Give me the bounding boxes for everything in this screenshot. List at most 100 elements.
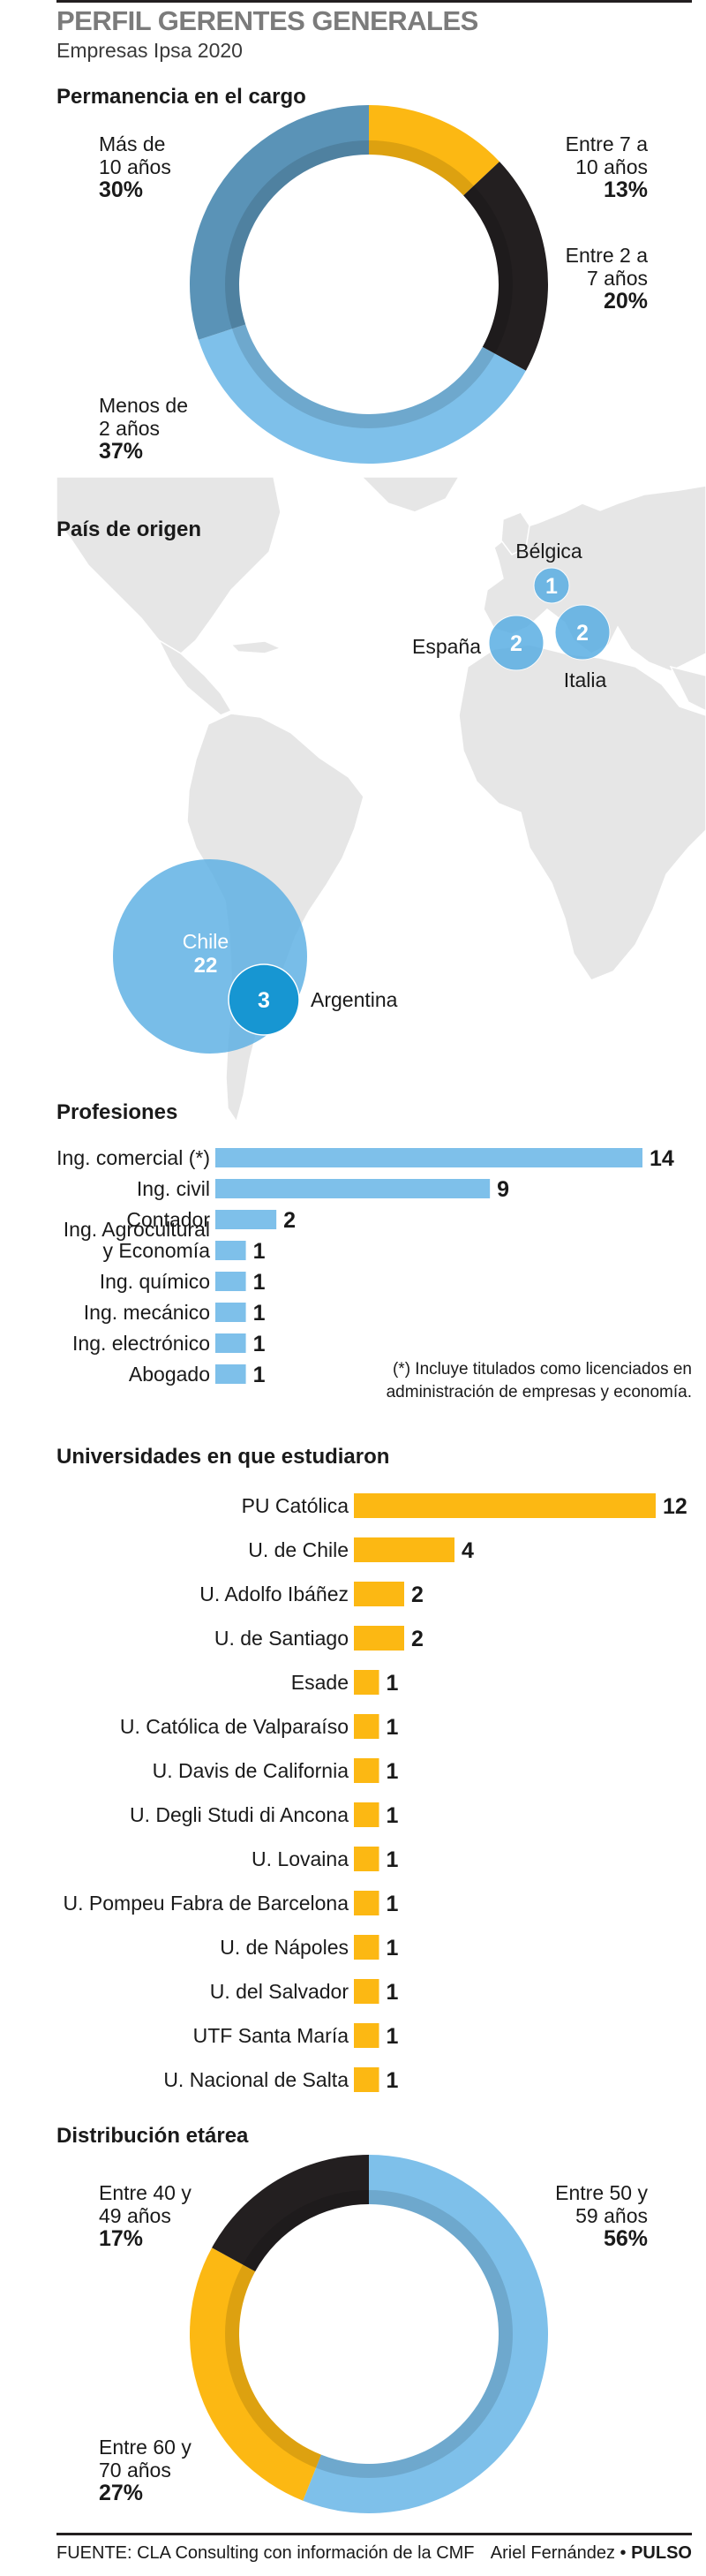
label-entre-40-49: Entre 40 y 49 años 17% xyxy=(99,2181,192,2251)
label-belgica: Bélgica xyxy=(515,540,582,563)
label-entre-50-59: Entre 50 y 59 años 56% xyxy=(555,2181,648,2251)
label-mas-10: Más de 10 años 30% xyxy=(99,132,171,202)
profesiones-bar-1 xyxy=(215,1179,491,1198)
bar-chart-profesiones: Ing. comercial (*) 14 Ing. civil 9 Contador 2… xyxy=(56,1146,674,1387)
universidades-label-9: U. Pompeu Fabra de Barcelona xyxy=(64,1892,349,1915)
svg-text:2: 2 xyxy=(576,621,589,646)
label-entre-7-10: Entre 7 a 10 años 13% xyxy=(565,132,648,202)
edad-slice-1 xyxy=(190,2247,321,2501)
profesiones-label-7: Abogado xyxy=(129,1363,210,1386)
land-arabia xyxy=(669,665,706,712)
universidades-bar-0 xyxy=(354,1493,656,1518)
universidades-label-11: U. del Salvador xyxy=(210,1980,349,2003)
profesiones-label-0: Ing. comercial (*) xyxy=(56,1146,210,1169)
universidades-bar-1 xyxy=(354,1537,454,1562)
label-italia: Italia xyxy=(564,669,607,691)
universidades-bar-7 xyxy=(354,1802,379,1827)
universidades-value-12: 1 xyxy=(387,2024,399,2049)
profesiones-label-5: Ing. mecánico xyxy=(84,1301,210,1324)
universidades-bar-11 xyxy=(354,1979,379,2004)
profesiones-bar-7 xyxy=(215,1364,246,1384)
svg-text:3: 3 xyxy=(258,988,270,1013)
land-uk xyxy=(500,511,530,555)
universidades-value-6: 1 xyxy=(387,1759,399,1784)
universidades-value-11: 1 xyxy=(387,1980,399,2005)
universidades-bar-5 xyxy=(354,1714,379,1739)
land-central-america xyxy=(157,638,233,716)
profesiones-value-5: 1 xyxy=(253,1301,266,1326)
universidades-value-8: 1 xyxy=(387,1847,399,1872)
profesiones-bar-5 xyxy=(215,1303,246,1322)
bubble-argentina: 3 xyxy=(228,963,300,1036)
profesiones-bar-6 xyxy=(215,1333,246,1353)
bubble-espana: 2 xyxy=(488,615,545,671)
universidades-label-2: U. Adolfo Ibáñez xyxy=(199,1583,349,1605)
permanencia-slice-3 xyxy=(190,105,369,340)
label-entre-60-70: Entre 60 y 70 años 27% xyxy=(99,2436,192,2505)
author-credit: Ariel Fernández • PULSO xyxy=(490,2543,692,2563)
permanencia-slice-0 xyxy=(369,105,499,196)
universidades-value-2: 2 xyxy=(411,1583,424,1607)
svg-text:2: 2 xyxy=(510,631,522,656)
profesiones-label-3: Ing. Agrocultural xyxy=(64,1218,210,1241)
land-africa xyxy=(458,644,706,981)
universidades-value-3: 2 xyxy=(411,1627,424,1651)
profesiones-label-2: Contador xyxy=(126,1208,210,1231)
universidades-value-10: 1 xyxy=(387,1936,399,1960)
profesiones-bar-3 xyxy=(215,1241,246,1260)
profesiones-bar-4 xyxy=(215,1272,246,1291)
profesiones-footnote: (*) Incluye titulados como licenciados e… xyxy=(386,1360,692,1401)
donut-edad xyxy=(190,2155,548,2513)
universidades-bar-13 xyxy=(354,2067,379,2092)
profesiones-label-4: Ing. químico xyxy=(100,1270,210,1293)
profesiones-value-1: 9 xyxy=(497,1177,509,1202)
universidades-bar-12 xyxy=(354,2023,379,2048)
profesiones-label-6: Ing. electrónico xyxy=(72,1332,210,1355)
profesiones-value-4: 1 xyxy=(253,1270,266,1295)
edad-slice-0 xyxy=(303,2155,548,2513)
universidades-bar-8 xyxy=(354,1847,379,1871)
universidades-label-4: Esade xyxy=(291,1671,349,1694)
section-title-permanencia: Permanencia en el cargo xyxy=(56,85,306,109)
universidades-label-8: U. Lovaina xyxy=(252,1847,349,1870)
section-title-profesiones: Profesiones xyxy=(56,1100,178,1124)
world-map: 1 2 2 Chile 22 3 Bélgica España Italia A… xyxy=(56,477,706,1123)
universidades-bar-4 xyxy=(354,1670,379,1695)
infographic-title: PERFIL GERENTES GENERALES xyxy=(56,5,478,36)
permanencia-slice-1 xyxy=(463,162,548,371)
profesiones-value-3: 1 xyxy=(253,1239,266,1264)
universidades-label-1: U. de Chile xyxy=(248,1538,349,1561)
universidades-bar-2 xyxy=(354,1582,404,1606)
edad-inner-shade xyxy=(225,2190,513,2478)
universidades-label-5: U. Católica de Valparaíso xyxy=(120,1715,349,1738)
universidades-value-5: 1 xyxy=(387,1715,399,1740)
universidades-value-0: 12 xyxy=(663,1494,687,1519)
profesiones-value-6: 1 xyxy=(253,1332,266,1356)
land-north-america xyxy=(56,477,282,654)
section-title-edad: Distribución etárea xyxy=(56,2124,249,2148)
profesiones-value-0: 14 xyxy=(650,1146,674,1171)
profesiones-bar-0 xyxy=(215,1148,642,1167)
top-rule xyxy=(56,0,692,3)
section-title-pais: País de origen xyxy=(56,517,202,541)
universidades-label-12: UTF Santa María xyxy=(193,2024,349,2047)
universidades-value-7: 1 xyxy=(387,1803,399,1828)
universidades-label-0: PU Católica xyxy=(242,1494,349,1517)
profesiones-label-3: y Economía xyxy=(103,1239,211,1262)
universidades-value-1: 4 xyxy=(462,1538,474,1563)
label-espana: España xyxy=(412,635,481,658)
universidades-label-3: U. de Santiago xyxy=(214,1627,349,1650)
donut-permanencia xyxy=(190,105,548,465)
universidades-label-6: U. Davis de California xyxy=(153,1759,349,1782)
universidades-label-7: U. Degli Studi di Ancona xyxy=(130,1803,349,1826)
source-credit: FUENTE: CLA Consulting con información d… xyxy=(56,2543,475,2563)
bubble-italia: 2 xyxy=(554,604,611,661)
label-argentina: Argentina xyxy=(311,988,398,1011)
profesiones-value-2: 2 xyxy=(283,1208,296,1233)
universidades-value-13: 1 xyxy=(387,2068,399,2093)
profesiones-value-7: 1 xyxy=(253,1363,266,1387)
bottom-rule xyxy=(56,2533,692,2535)
permanencia-slice-2 xyxy=(198,324,526,465)
universidades-value-4: 1 xyxy=(387,1671,399,1696)
universidades-bar-9 xyxy=(354,1891,379,1915)
